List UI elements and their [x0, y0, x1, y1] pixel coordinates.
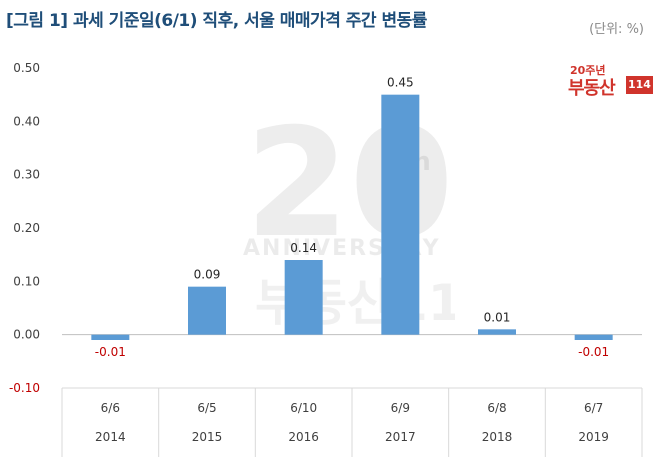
data-label: -0.01 [95, 345, 126, 359]
x-category-label: 6/7 [584, 401, 603, 415]
bar [284, 260, 323, 335]
bar [91, 334, 130, 340]
x-year-label: 2019 [578, 430, 609, 444]
x-year-label: 2017 [385, 430, 416, 444]
logo-brand-text: 부동산 [568, 78, 616, 99]
x-year-label: 2014 [95, 430, 126, 444]
data-label: 0.45 [387, 76, 414, 90]
logo-anniversary-text: 20주년 [570, 64, 606, 77]
data-label: 0.09 [194, 268, 221, 282]
x-year-label: 2015 [192, 430, 223, 444]
x-category-label: 6/10 [290, 401, 317, 415]
x-year-label: 2016 [288, 430, 319, 444]
y-tick-label: 0.10 [13, 274, 40, 288]
bar [574, 334, 613, 340]
x-year-label: 2018 [482, 430, 513, 444]
y-tick-label: 0.20 [13, 221, 40, 235]
y-tick-label: 0.30 [13, 168, 40, 182]
bar [381, 94, 420, 335]
unit-label: (단위: %) [589, 22, 644, 37]
y-tick-label: 0.50 [13, 61, 40, 75]
bar [478, 329, 516, 335]
data-label: 0.01 [484, 310, 511, 324]
data-label: -0.01 [578, 345, 609, 359]
x-category-label: 6/6 [101, 401, 120, 415]
y-tick-label: 0.40 [13, 114, 40, 128]
y-tick-label: -0.10 [9, 381, 40, 395]
x-category-label: 6/9 [391, 401, 410, 415]
chart-title: [그림 1] 과세 기준일(6/1) 직후, 서울 매매가격 주간 변동률 [6, 11, 427, 31]
data-label: 0.14 [290, 241, 317, 255]
bar [188, 286, 226, 335]
brand-logo: 20주년 부동산 114 [568, 62, 653, 99]
x-category-label: 6/5 [197, 401, 216, 415]
logo-number-badge: 114 [626, 76, 653, 94]
x-category-label: 6/8 [487, 401, 506, 415]
y-tick-label: 0.00 [13, 328, 40, 342]
